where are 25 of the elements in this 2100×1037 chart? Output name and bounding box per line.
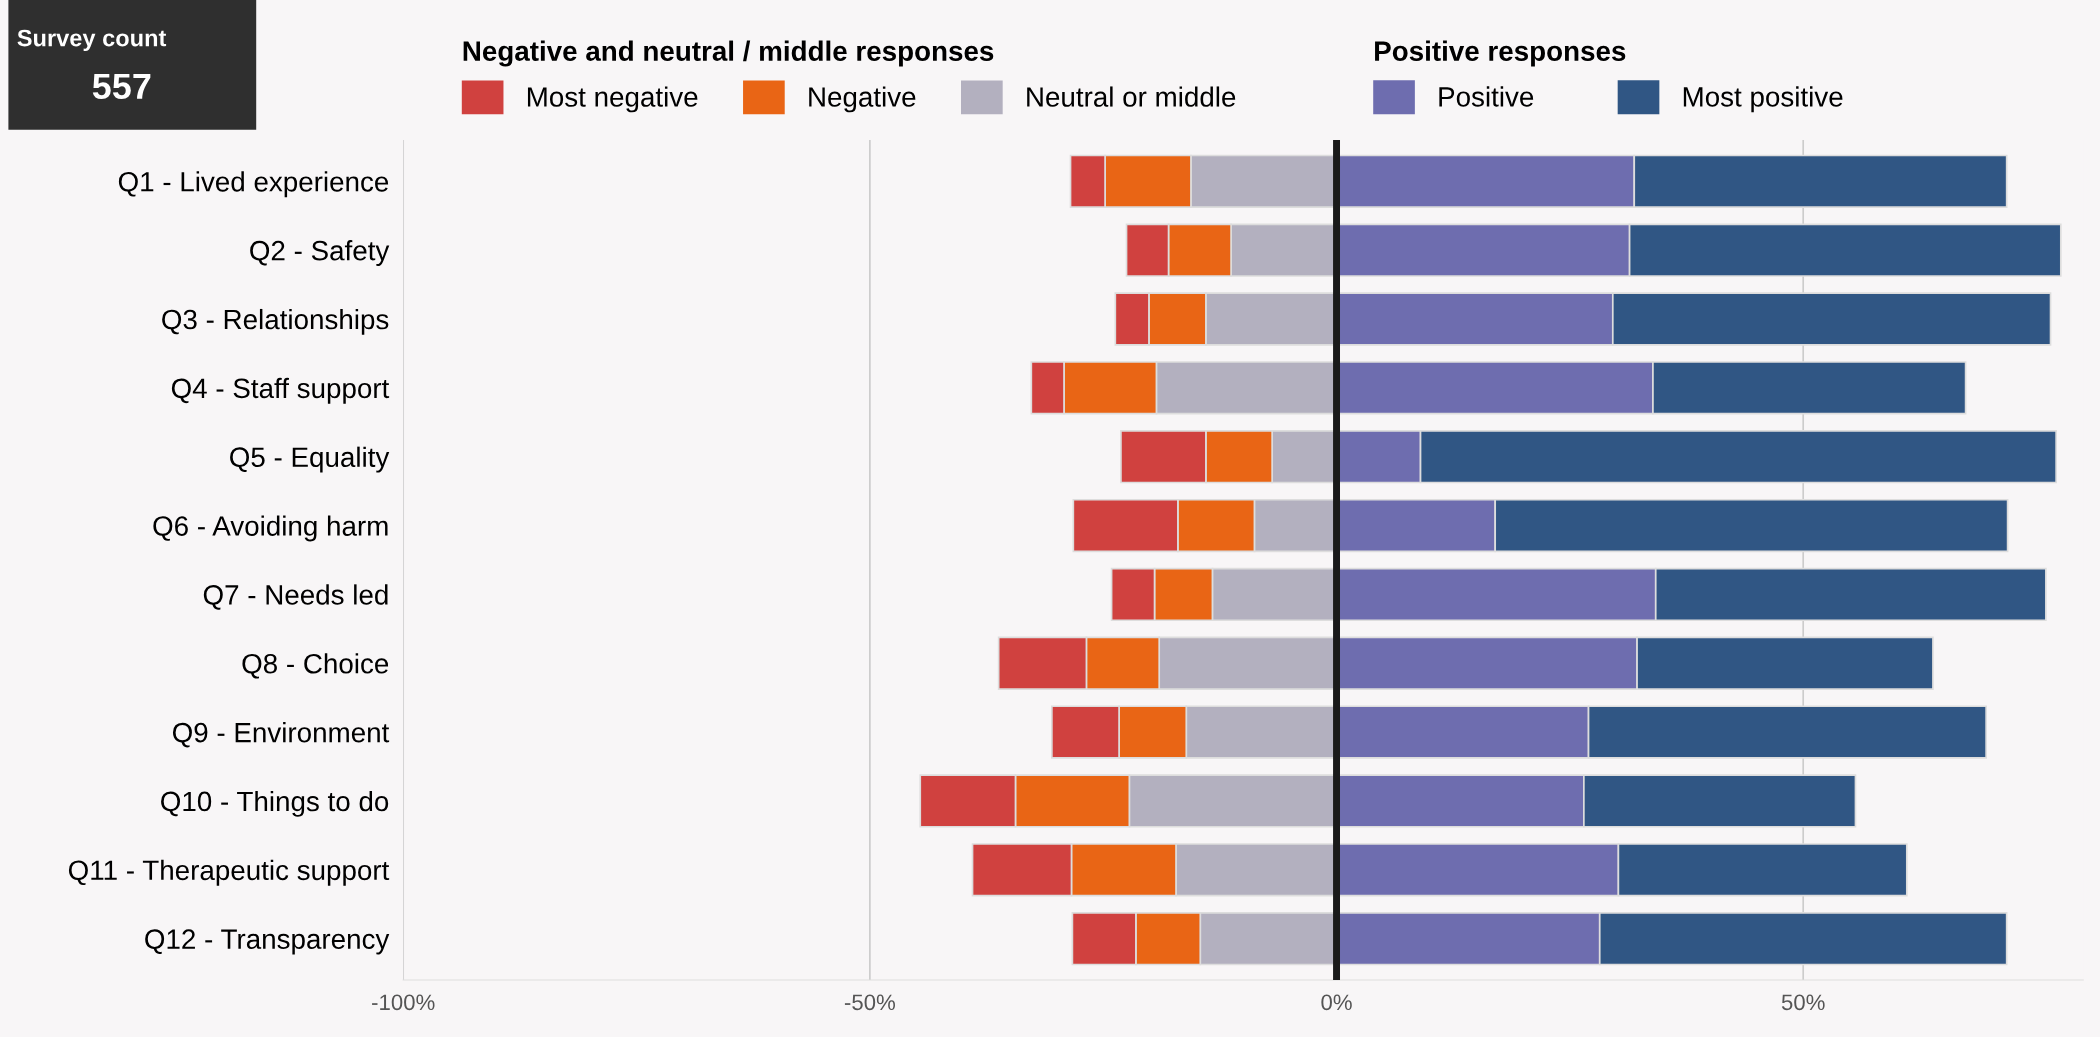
legend-label: Neutral or middle (1027, 86, 1236, 107)
legend-label: Most positive (1683, 86, 1843, 113)
y-tick-label: Q8 - Choice (242, 653, 389, 679)
y-tick-label: Q4 - Staff support (171, 377, 390, 404)
x-tick-label: 0% (1321, 994, 1352, 1011)
x-tick-label: -100% (372, 994, 435, 1011)
x-tick-label: 50% (1781, 994, 1825, 1011)
legend-label: Negative (809, 86, 916, 113)
y-tick-label: Q9 - Environment (172, 722, 390, 748)
text: Positive responses (1375, 40, 1626, 67)
y-tick-label: Q10 - Things to do (161, 790, 389, 817)
y-tick-label: Q5 - Equality (230, 446, 390, 473)
y-tick-label: Q3 - Relationships (162, 308, 389, 335)
legend-label: Most negative (527, 86, 698, 113)
y-tick-label: Q7 - Needs led (203, 584, 388, 610)
legend-label: Positive (1439, 86, 1534, 107)
x-tick-label: -50% (844, 994, 896, 1011)
y-tick-label: Q2 - Safety (250, 240, 390, 266)
y-tick-label: Q12 - Transparency (145, 929, 390, 955)
y-tick-label: Q1 - Lived experience (118, 171, 389, 198)
text: Survey count (17, 29, 167, 52)
y-tick-label: Q6 - Avoiding harm (153, 515, 388, 542)
text: Negative and neutral / middle responses (463, 40, 994, 67)
y-tick-label: Q11 - Therapeutic support (68, 859, 390, 886)
text: 557 (92, 73, 151, 100)
